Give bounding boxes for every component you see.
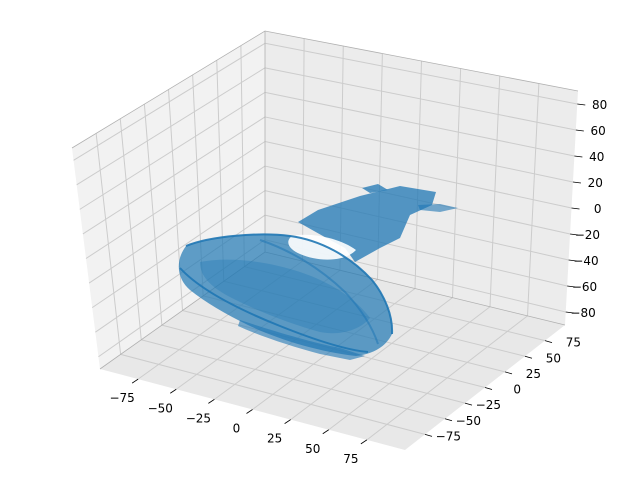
y-gridline-floor	[141, 339, 446, 420]
z-gridline-side	[85, 141, 266, 259]
z-tick-label: 20	[588, 176, 603, 190]
x-tick-mark	[208, 399, 215, 404]
z-tick-label: −40	[573, 254, 598, 268]
z-gridline-back	[264, 91, 575, 157]
z-tick-mark	[567, 285, 576, 288]
x-tick-mark	[170, 388, 177, 394]
z-tick-label: 0	[594, 202, 602, 216]
z-tick-mark	[568, 259, 577, 262]
z-tick-mark	[571, 207, 580, 210]
x-tick-label: 75	[343, 452, 358, 466]
y-axis-ticks: −75−50 −25 0 25 50 75	[424, 336, 581, 443]
x-tick-mark	[284, 419, 291, 424]
x-tick-label: 0	[233, 422, 241, 436]
z-axis-ticks: −80 −60 −40 −20 0 20 40 60 80	[565, 98, 607, 320]
z-gridline-side	[79, 91, 266, 210]
z-tick-label: −20	[575, 228, 600, 242]
z-tick-label: −60	[572, 280, 597, 294]
surface-upper-shelf	[298, 186, 436, 262]
y-tick-label: 75	[566, 336, 581, 350]
x-tick-label: −50	[148, 401, 173, 415]
y-tick-mark	[504, 371, 513, 375]
z-tick-label: 80	[592, 98, 607, 112]
y-tick-mark	[524, 355, 533, 359]
y-tick-label: −50	[456, 414, 481, 428]
x-tick-mark	[246, 409, 253, 414]
z-tick-mark	[575, 129, 584, 132]
z-gridline-side	[91, 190, 266, 309]
z-tick-mark	[577, 103, 586, 106]
surface-main-bowl	[178, 234, 393, 356]
x-tick-mark	[131, 378, 139, 384]
y-tick-mark	[484, 387, 493, 390]
z-tick-mark	[574, 155, 583, 158]
z-gridline-back	[264, 42, 578, 105]
x-tick-mark	[360, 439, 368, 445]
x-tick-mark	[322, 429, 329, 435]
surface-data	[178, 184, 458, 360]
y-tick-label: 50	[546, 351, 561, 365]
z-tick-label: 60	[591, 124, 606, 138]
y-tick-mark	[424, 433, 433, 437]
z-gridline-side	[76, 67, 266, 186]
y-tick-mark	[444, 418, 453, 422]
x-tick-label: −75	[109, 391, 134, 405]
z-tick-mark	[570, 233, 579, 236]
surface-shelf-wing	[418, 204, 458, 212]
z-tick-label: 40	[589, 150, 604, 164]
x-tick-label: 25	[267, 432, 282, 446]
surface-shelf-tip	[362, 184, 388, 193]
surface-lower-apron	[238, 320, 365, 360]
z-gridline-back	[264, 67, 576, 131]
y-gridline-floor	[161, 324, 466, 404]
y-gridline-floor	[120, 353, 426, 435]
surface-rims	[179, 233, 394, 353]
x-tick-label: 50	[305, 442, 320, 456]
surface-bowl-darker	[200, 259, 370, 334]
y-tick-label: −25	[476, 398, 501, 412]
y-tick-label: −75	[436, 429, 461, 443]
z-gridline-back	[264, 116, 574, 183]
y-tick-label: 25	[526, 367, 541, 381]
z-tick-mark	[565, 311, 574, 314]
z-gridline-side	[73, 42, 266, 161]
z-gridline-back	[264, 141, 572, 209]
z-gridline-side	[88, 165, 266, 284]
y-tick-mark	[544, 340, 553, 344]
z-gridline-side	[82, 116, 266, 235]
z-gridline-back	[264, 190, 569, 261]
x-tick-label: −25	[186, 411, 211, 425]
y-tick-label: 0	[513, 383, 521, 397]
y-tick-mark	[464, 402, 473, 406]
z-tick-label: −80	[570, 306, 595, 320]
z-tick-mark	[572, 181, 581, 184]
x-axis-ticks: −75 −50 −25 0 25 50 75	[109, 378, 368, 466]
